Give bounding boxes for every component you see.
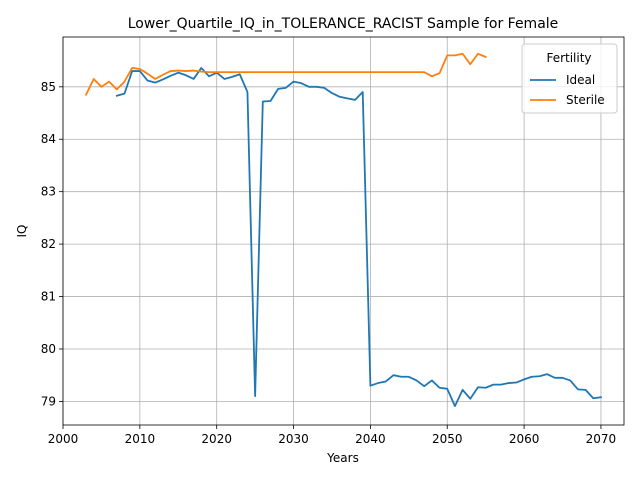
chart-title: Lower_Quartile_IQ_in_TOLERANCE_RACIST Sa… — [128, 16, 559, 32]
y-axis-label: IQ — [15, 225, 29, 238]
y-tick-label: 85 — [41, 80, 56, 94]
legend-label-sterile: Sterile — [566, 93, 605, 107]
legend-title: Fertility — [546, 51, 591, 65]
legend-label-ideal: Ideal — [566, 73, 595, 87]
x-tick-label: 2060 — [509, 432, 540, 446]
x-tick-label: 2040 — [355, 432, 386, 446]
x-tick-label: 2050 — [432, 432, 463, 446]
y-tick-label: 80 — [41, 342, 56, 356]
y-tick-label: 84 — [41, 132, 56, 146]
series-layer — [84, 52, 602, 408]
tick-layer: 2000 2010 2020 2030 2040 2050 2060 2070 79 80 81 82… — [41, 80, 616, 446]
legend: Fertility Ideal Sterile — [521, 43, 618, 114]
series-line-ideal — [115, 67, 602, 408]
plot-frame — [62, 36, 625, 426]
legend-box — [521, 43, 618, 114]
y-tick-label: 83 — [41, 185, 56, 199]
x-tick-label: 2030 — [278, 432, 309, 446]
y-tick-label: 79 — [41, 394, 56, 408]
x-tick-label: 2020 — [201, 432, 232, 446]
x-tick-label: 2070 — [586, 432, 617, 446]
series-line-sterile — [84, 52, 487, 96]
x-tick-label: 2010 — [125, 432, 156, 446]
x-axis-label: Years — [326, 451, 359, 465]
y-tick-label: 81 — [41, 290, 56, 304]
y-tick-label: 82 — [41, 237, 56, 251]
x-tick-label: 2000 — [48, 432, 79, 446]
